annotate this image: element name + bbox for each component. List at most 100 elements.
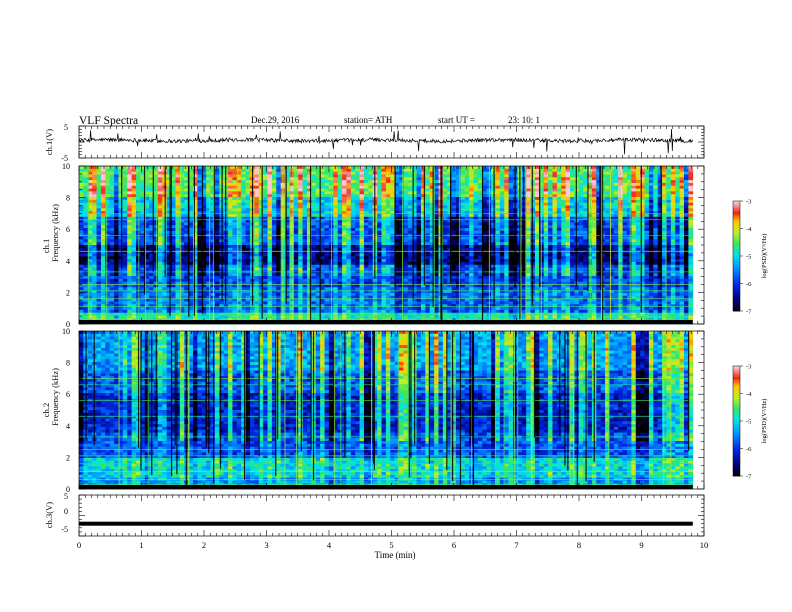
spectrogram-cell <box>385 202 391 206</box>
spectrogram-cell <box>153 225 159 229</box>
spectrogram-cell <box>587 185 593 189</box>
spectrogram-cell <box>201 228 207 232</box>
spectrogram-cell <box>591 213 597 218</box>
spectrogram-cell <box>526 180 531 184</box>
spectrogram-cell <box>403 253 409 257</box>
spectrogram-cell <box>350 182 356 187</box>
spectrogram-cell <box>425 199 431 204</box>
spectrogram-cell <box>394 202 400 206</box>
spectrogram-cell <box>556 256 562 260</box>
spectrogram-cell <box>92 253 97 257</box>
spectrogram-cell <box>271 219 277 223</box>
spectrogram-cell <box>346 194 352 198</box>
spectrogram-cell <box>451 188 457 192</box>
spectrogram-cell <box>587 216 593 221</box>
spectrogram-cell <box>495 216 501 221</box>
spectrogram-cell <box>245 228 251 232</box>
spectrogram-cell <box>394 191 400 195</box>
spectrogram-cell <box>96 168 102 173</box>
spectrogram-cell <box>548 219 553 223</box>
spectrogram-cell <box>477 225 483 229</box>
spectrogram-cell <box>105 216 111 221</box>
spectrogram-cell <box>425 225 431 229</box>
spectrogram-cell <box>267 225 273 229</box>
spectrogram-cell <box>228 216 233 221</box>
spectrogram-cell <box>122 225 128 229</box>
spectrogram-cell <box>320 256 325 260</box>
spectrogram-cell <box>675 174 680 178</box>
spectrogram-cell <box>118 185 124 189</box>
spectrogram-cell <box>267 236 273 240</box>
spectrogram-cell <box>495 168 501 173</box>
spectrogram-cell <box>127 239 132 243</box>
spectrogram-cell <box>631 225 637 229</box>
spectrogram-cell <box>583 168 588 173</box>
spectrogram-cell <box>118 180 124 184</box>
spectrogram-cell <box>206 225 211 229</box>
spectrogram-cell <box>127 222 132 226</box>
spectrogram-cell <box>683 219 689 223</box>
spectrogram-cell <box>561 247 567 252</box>
spectrogram-cell <box>451 236 457 240</box>
spectrogram-cell <box>434 245 439 249</box>
spectrogram-cell <box>552 199 558 204</box>
spectrogram-cell <box>683 177 689 181</box>
spectrogram-cell <box>368 245 374 249</box>
spectrogram-cell <box>109 199 115 204</box>
spectrogram-cell <box>184 242 189 246</box>
spectrogram-cell <box>122 253 128 257</box>
spectrogram-cell <box>662 213 667 218</box>
spectrogram-cell <box>149 197 154 201</box>
spectrogram-cell <box>539 197 545 201</box>
spectrogram-cell <box>526 228 531 232</box>
spectrogram-cell <box>473 208 479 212</box>
spectrogram-cell <box>127 180 132 184</box>
spectrogram-cell <box>631 250 637 254</box>
spectrogram-cell <box>135 199 141 204</box>
spectrogram-cell <box>122 250 128 254</box>
spectrogram-cell <box>447 199 453 204</box>
spectrogram-cell <box>254 180 260 184</box>
spectrogram-cell <box>429 230 435 235</box>
spectrogram-cell <box>122 188 128 192</box>
spectrogram-cell <box>609 259 615 263</box>
spectrogram-cell <box>315 205 321 209</box>
spectrogram-cell <box>377 211 382 215</box>
spectrogram-cell <box>473 188 479 192</box>
spectrogram-cell <box>79 197 84 201</box>
spectrogram-cell <box>267 174 273 178</box>
spectrogram-cell <box>241 171 246 175</box>
spectrogram-cell <box>179 256 185 260</box>
spectrogram-cell <box>644 211 650 215</box>
spectrogram-cell <box>157 247 163 252</box>
spectrogram-cell <box>166 222 172 226</box>
spectrogram-cell <box>153 259 159 263</box>
spectrogram-cell <box>605 216 610 221</box>
spectrogram-cell <box>267 242 273 246</box>
spectrogram-cell <box>293 194 299 198</box>
spectrogram-cell <box>565 185 571 189</box>
spectrogram-cell <box>206 166 211 170</box>
spectrogram-cell <box>473 228 479 232</box>
spectrogram-cell <box>188 166 194 170</box>
spectrogram-cell <box>578 194 584 198</box>
spectrogram-cell <box>425 174 431 178</box>
spectrogram-cell <box>105 174 111 178</box>
spectrogram-cell <box>626 242 632 246</box>
spectrogram-cell <box>622 230 628 235</box>
spectrogram-cell <box>83 236 89 240</box>
spectrogram-cell <box>416 182 422 187</box>
spectrogram-cell <box>390 191 396 195</box>
spectrogram-cell <box>635 247 641 252</box>
spectrogram-cell <box>596 242 602 246</box>
spectrogram-cell <box>596 171 602 175</box>
spectrogram-cell <box>570 171 575 175</box>
spectrogram-cell <box>293 225 299 229</box>
spectrogram-cell <box>118 219 124 223</box>
spectrogram-cell <box>377 185 382 189</box>
spectrogram-cell <box>631 180 637 184</box>
spectrogram-cell <box>587 245 593 249</box>
spectrogram-cell <box>390 230 396 235</box>
spectrogram-cell <box>605 211 610 215</box>
spectrogram-cell <box>109 250 115 254</box>
